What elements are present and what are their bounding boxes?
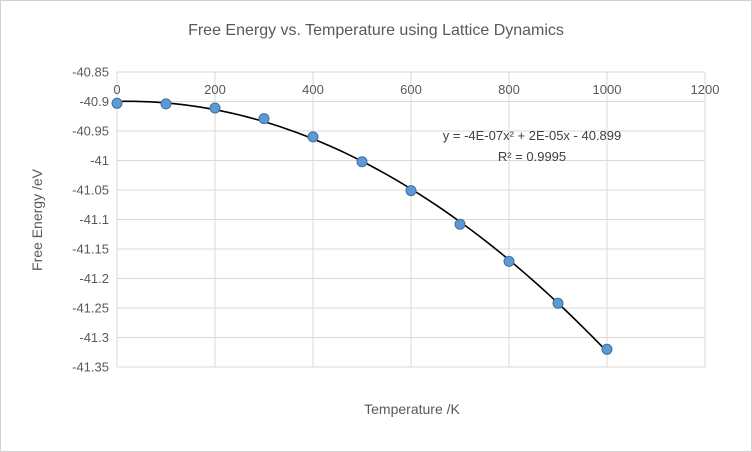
data-point <box>454 218 466 230</box>
y-tick-label: -41.1 <box>79 212 109 227</box>
data-point <box>601 343 613 355</box>
x-axis-title: Temperature /K <box>364 401 460 417</box>
y-tick-label: -41.35 <box>72 360 109 375</box>
y-tick-label: -41.2 <box>79 271 109 286</box>
x-tick-label: 0 <box>113 82 120 97</box>
x-tick-label: 800 <box>498 82 520 97</box>
y-tick-label: -41.25 <box>72 301 109 316</box>
x-tick-label: 1200 <box>691 82 720 97</box>
x-tick-label: 1000 <box>593 82 622 97</box>
r-squared-label: R² = 0.9995 <box>497 149 567 164</box>
y-tick-label: -40.95 <box>72 124 109 139</box>
data-point <box>111 97 123 109</box>
data-point <box>307 131 319 143</box>
trendline-equation: y = -4E-07x² + 2E-05x - 40.899 <box>442 128 622 143</box>
data-point <box>405 185 417 197</box>
trendline-annotation: y = -4E-07x² + 2E-05x - 40.899 R² = 0.99… <box>443 125 621 167</box>
data-point <box>356 156 368 168</box>
y-tick-label: -40.9 <box>79 94 109 109</box>
y-tick-label: -40.85 <box>72 65 109 80</box>
data-point <box>258 113 270 125</box>
x-tick-label: 600 <box>400 82 422 97</box>
data-point <box>552 297 564 309</box>
y-tick-label: -41.05 <box>72 183 109 198</box>
y-tick-label: -41.3 <box>79 330 109 345</box>
x-tick-label: 200 <box>204 82 226 97</box>
y-tick-label: -41 <box>90 153 109 168</box>
chart-title: Free Energy vs. Temperature using Lattic… <box>188 22 564 39</box>
x-tick-label: 400 <box>302 82 324 97</box>
data-point <box>160 98 172 110</box>
data-point <box>209 102 221 114</box>
data-point <box>503 255 515 267</box>
y-tick-label: -41.15 <box>72 242 109 257</box>
